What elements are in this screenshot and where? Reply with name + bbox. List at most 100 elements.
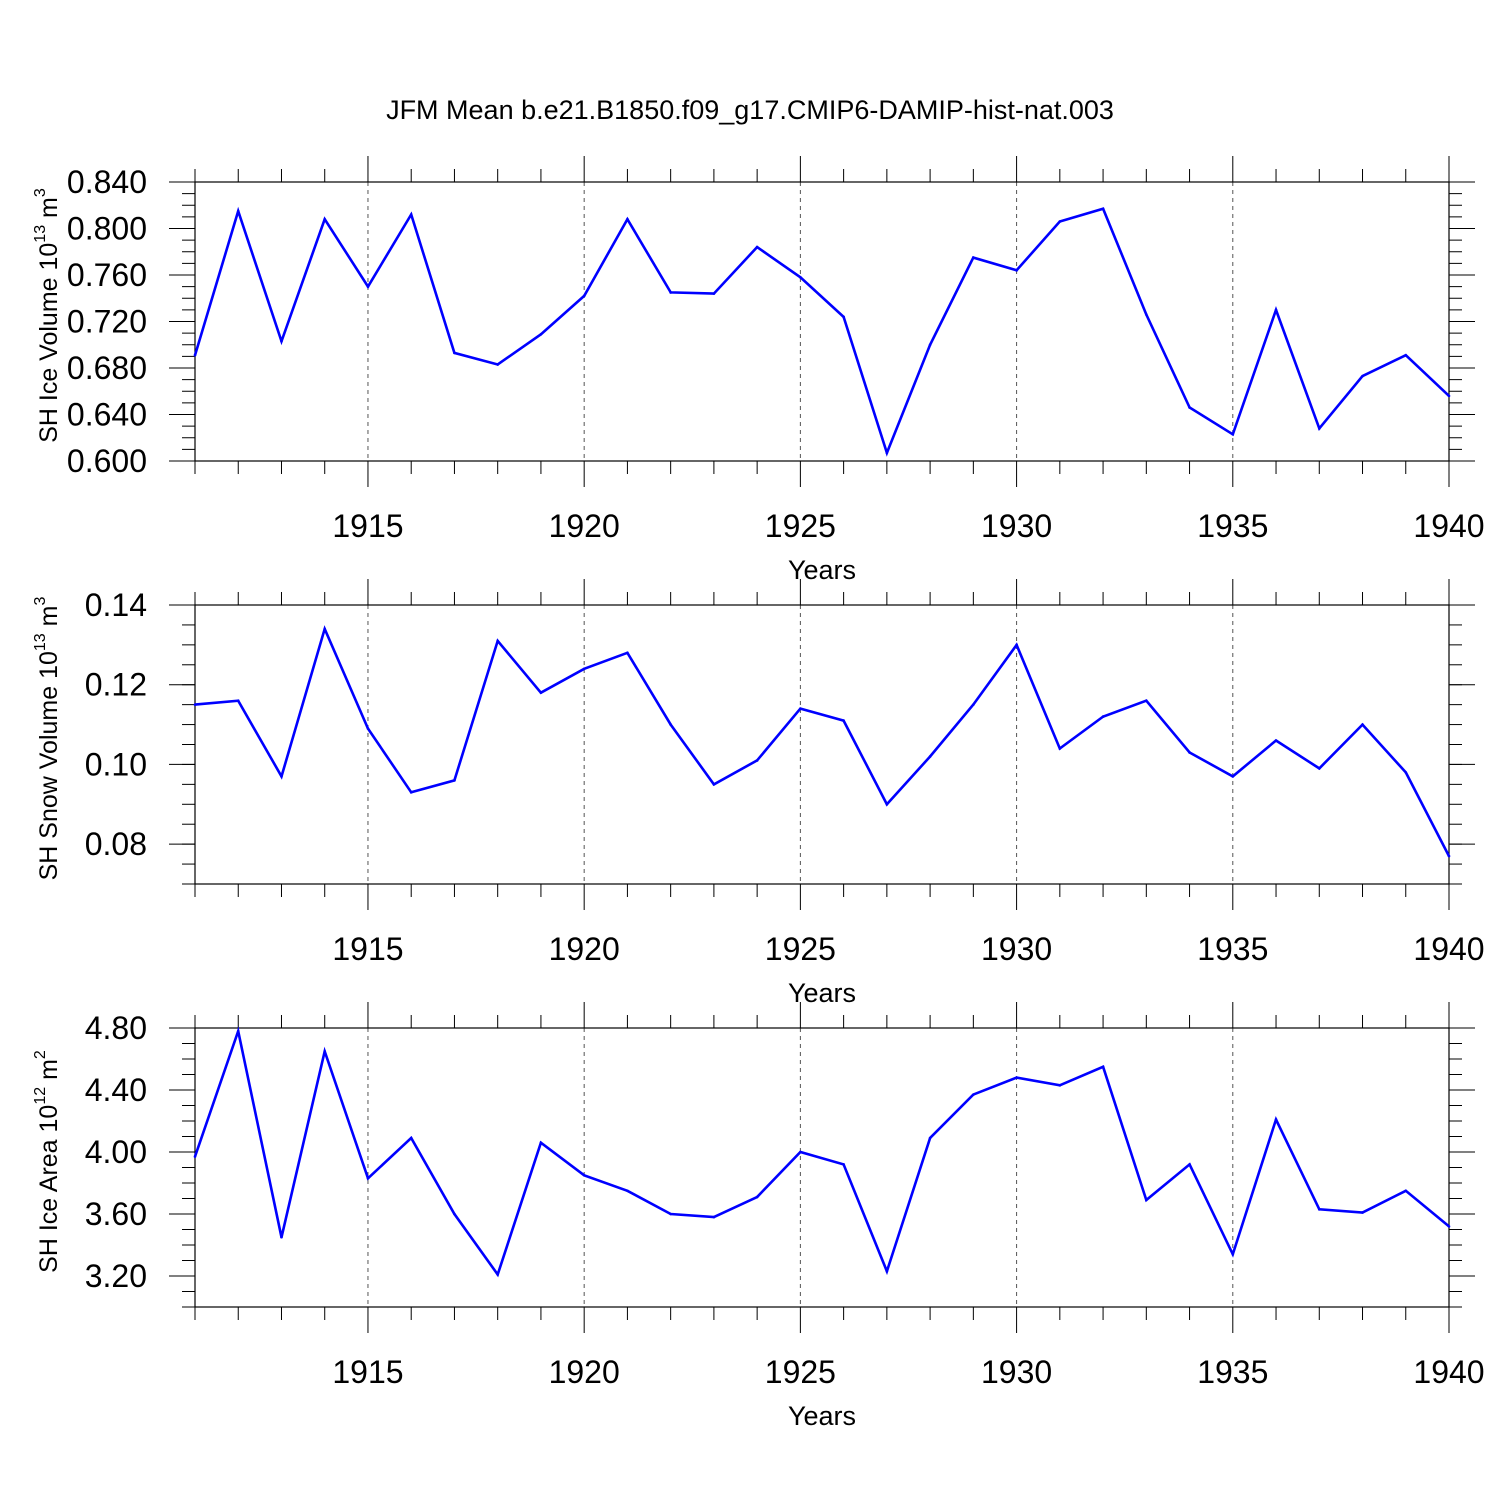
data-point — [972, 703, 975, 706]
figure-title: JFM Mean b.e21.B1850.f09_g17.CMIP6-DAMIP… — [386, 95, 1114, 125]
data-point — [885, 802, 889, 806]
data-point — [1361, 1211, 1364, 1214]
data-point — [928, 343, 932, 347]
series-line — [193, 206, 1450, 457]
y-axis-label: SH Ice Volume 1013 m3 — [32, 188, 63, 443]
data-point — [1101, 715, 1105, 718]
y-tick-label: 4.40 — [85, 1072, 147, 1108]
y-tick-label: 0.12 — [85, 667, 147, 703]
data-point — [1058, 1084, 1062, 1087]
y-axis-label-text: SH Snow Volume 10 — [35, 651, 63, 880]
x-axis-label: Years — [788, 1401, 856, 1431]
x-axis-label: Years — [788, 555, 856, 585]
data-point — [280, 339, 283, 343]
data-point — [1274, 739, 1278, 742]
data-point — [366, 285, 370, 288]
data-point — [409, 213, 413, 216]
data-point — [1058, 747, 1062, 750]
x-tick-label: 1920 — [549, 508, 620, 544]
data-point — [539, 1141, 543, 1144]
x-tick-label: 1935 — [1197, 508, 1268, 544]
x-tick-label: 1940 — [1413, 931, 1484, 967]
x-tick-label: 1940 — [1413, 1354, 1484, 1390]
y-tick-label: 0.840 — [67, 164, 147, 200]
y-tick-label: 0.760 — [67, 257, 147, 293]
data-point — [1447, 1225, 1451, 1228]
data-point — [280, 1235, 283, 1239]
data-point — [366, 727, 370, 730]
x-tick-label: 1915 — [332, 931, 403, 967]
data-point — [496, 363, 499, 366]
data-point — [1188, 751, 1191, 754]
plot-frame — [194, 604, 1450, 885]
y-axis-label-text: SH Ice Area 10 — [35, 1105, 63, 1273]
data-point — [626, 217, 629, 221]
data-point — [755, 245, 759, 249]
series-line — [193, 1026, 1450, 1278]
data-point — [1058, 220, 1062, 223]
y-axis-label-superscript: 13 — [32, 633, 49, 651]
data-point — [236, 699, 240, 702]
chart-panel-1: 0.600 0.640 0.680 0.720 0.760 0.800 0.840 1915 1… — [32, 156, 1485, 585]
data-point — [582, 667, 586, 671]
data-point — [1188, 1163, 1191, 1166]
x-tick-label: 1920 — [549, 931, 620, 967]
data-point — [755, 759, 759, 762]
data-point — [885, 1270, 889, 1273]
x-tick-label: 1925 — [765, 508, 836, 544]
chart-panel-3: 3.20 3.60 4.00 4.40 4.80 1915 1920 1925 1930 1935… — [32, 1002, 1485, 1431]
data-point — [928, 755, 932, 758]
data-point — [366, 1177, 370, 1180]
y-tick-label: 3.20 — [85, 1258, 147, 1294]
data-point — [885, 451, 889, 455]
data-point — [1145, 313, 1148, 316]
data-point — [193, 353, 197, 357]
y-axis-label-superscript: 2 — [32, 1050, 49, 1059]
panels: 0.600 0.640 0.680 0.720 0.760 0.800 0.840 1915 1… — [32, 156, 1485, 1431]
y-tick-label: 0.800 — [67, 211, 147, 247]
data-point — [799, 707, 802, 710]
data-point — [1361, 723, 1364, 726]
y-tick-label: 0.680 — [67, 350, 147, 386]
data-point — [755, 1195, 759, 1199]
data-point — [1404, 1189, 1408, 1193]
y-axis-label-superscript: 12 — [32, 1087, 49, 1105]
data-point — [496, 1273, 499, 1276]
data-point — [236, 1029, 240, 1033]
data-point — [712, 1215, 716, 1219]
y-tick-label: 0.640 — [67, 397, 147, 433]
y-tick-label: 0.08 — [85, 826, 147, 862]
x-tick-label: 1915 — [332, 1354, 403, 1390]
data-point — [1404, 353, 1408, 357]
data-point — [236, 209, 240, 213]
x-tick-label: 1940 — [1413, 508, 1484, 544]
data-point — [539, 332, 543, 336]
data-point — [453, 779, 456, 782]
data-point — [1188, 406, 1191, 409]
x-tick-label: 1930 — [981, 931, 1052, 967]
data-point — [1231, 775, 1235, 778]
data-point — [842, 719, 845, 722]
y-tick-label: 0.720 — [67, 304, 147, 340]
data-point — [1274, 308, 1278, 312]
data-point — [1317, 1208, 1321, 1211]
y-axis-label-unit: m — [35, 1059, 63, 1087]
data-point — [669, 291, 672, 294]
y-tick-label: 3.60 — [85, 1196, 147, 1232]
x-tick-label: 1930 — [981, 1354, 1052, 1390]
x-tick-label: 1925 — [765, 1354, 836, 1390]
y-tick-label: 0.600 — [67, 443, 147, 479]
data-point — [1361, 374, 1364, 378]
data-point — [409, 791, 413, 794]
x-axis-label: Years — [788, 978, 856, 1008]
data-point — [1274, 1118, 1278, 1121]
data-point — [626, 1189, 629, 1193]
data-point — [1317, 767, 1321, 770]
data-point — [1317, 427, 1321, 430]
data-point — [1015, 1076, 1018, 1079]
data-point — [409, 1136, 413, 1140]
data-point — [539, 691, 543, 694]
y-axis-label: SH Ice Area 1012 m2 — [32, 1050, 63, 1273]
chart-panel-2: 0.08 0.10 0.12 0.14 1915 1920 1925 1930 1935 1940… — [32, 579, 1485, 1008]
